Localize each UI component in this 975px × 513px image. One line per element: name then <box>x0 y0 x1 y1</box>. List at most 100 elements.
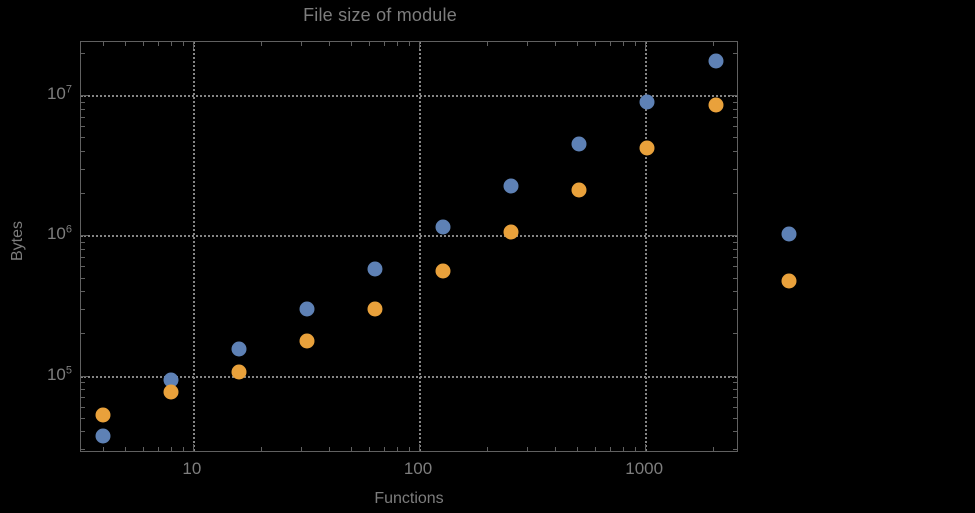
axis-tick-x <box>397 447 399 451</box>
axis-tick-x <box>368 42 370 46</box>
data-point <box>95 428 111 444</box>
axis-tick-x <box>170 42 172 46</box>
axis-tick-y <box>81 126 85 128</box>
legend-swatch <box>781 273 797 289</box>
axis-tick-x <box>142 42 144 46</box>
axis-tick-y <box>733 257 737 259</box>
data-point <box>163 372 179 388</box>
axis-tick-x <box>384 42 385 46</box>
axis-tick-x <box>419 42 421 49</box>
axis-tick-y <box>81 241 85 243</box>
data-point <box>639 140 655 156</box>
y-tick-label: 105 <box>46 363 72 384</box>
axis-tick-y <box>81 151 85 153</box>
data-point <box>571 136 587 152</box>
gridline-vertical <box>645 42 648 451</box>
axis-tick-y <box>733 241 737 243</box>
data-point <box>367 261 383 277</box>
axis-tick-x <box>577 447 579 451</box>
axis-tick-x <box>645 42 647 49</box>
axis-tick-x <box>408 447 410 451</box>
axis-tick-y <box>81 95 88 97</box>
axis-tick-x <box>182 42 184 46</box>
data-point <box>435 263 451 279</box>
axis-tick-y <box>81 277 85 279</box>
axis-tick-y <box>81 116 85 118</box>
axis-tick-y <box>733 266 737 268</box>
axis-tick-y <box>733 248 737 250</box>
axis-tick-y <box>81 137 85 139</box>
axis-tick-x <box>260 447 262 451</box>
data-point <box>708 97 724 113</box>
axis-tick-y <box>81 431 85 433</box>
plot-area <box>81 42 737 451</box>
data-point <box>231 341 247 357</box>
axis-tick-x <box>142 447 144 451</box>
gridline-vertical <box>419 42 422 451</box>
axis-tick-y <box>733 291 737 293</box>
y-tick-label: 107 <box>46 83 72 104</box>
axis-tick-x <box>102 42 104 46</box>
axis-tick-y <box>733 277 737 279</box>
axis-tick-x <box>192 42 194 49</box>
axis-tick-x <box>623 42 625 46</box>
axis-tick-y <box>733 381 737 383</box>
axis-tick-y <box>733 431 737 433</box>
axis-tick-y <box>81 417 85 419</box>
axis-tick-x <box>419 444 421 451</box>
y-axis-label: Bytes <box>9 221 26 262</box>
data-point <box>163 384 179 400</box>
axis-tick-x <box>555 447 557 451</box>
x-tick-label: 1000 <box>625 459 664 478</box>
axis-tick-y <box>733 53 737 55</box>
axis-tick-x <box>329 447 331 451</box>
axis-tick-x <box>487 42 489 46</box>
axis-tick-x <box>124 42 126 46</box>
axis-tick-x <box>594 42 596 46</box>
y-tick-label: 106 <box>46 223 72 244</box>
axis-tick-x <box>329 42 331 46</box>
x-tick-label: 100 <box>403 459 433 478</box>
data-point <box>231 364 247 380</box>
data-point <box>708 53 724 69</box>
axis-tick-x <box>157 42 159 46</box>
plot-frame <box>80 41 738 452</box>
axis-tick-x <box>555 42 557 46</box>
axis-tick-x <box>634 42 636 46</box>
legend-swatch <box>781 226 797 242</box>
axis-tick-x <box>102 447 104 451</box>
x-axis-label: Functions <box>374 490 444 507</box>
gridline-horizontal <box>81 375 737 378</box>
axis-tick-x <box>713 42 715 46</box>
axis-tick-x <box>610 42 612 46</box>
data-point <box>367 301 383 317</box>
axis-tick-x <box>634 447 636 451</box>
axis-tick-y <box>81 291 85 293</box>
axis-tick-y <box>81 448 85 450</box>
gridline-horizontal <box>81 235 737 238</box>
axis-tick-x <box>577 42 579 46</box>
data-point <box>299 301 315 317</box>
axis-tick-x <box>124 447 126 451</box>
axis-tick-y <box>81 333 85 335</box>
data-point <box>95 407 111 423</box>
axis-tick-x <box>610 447 612 451</box>
axis-tick-x <box>397 42 399 46</box>
axis-tick-y <box>733 193 737 195</box>
axis-tick-y <box>730 235 737 237</box>
axis-tick-y <box>81 308 85 310</box>
chart-title: File size of module <box>303 5 457 25</box>
axis-tick-y <box>733 137 737 139</box>
axis-tick-x <box>623 447 625 451</box>
axis-tick-x <box>645 444 647 451</box>
axis-tick-x <box>350 447 352 451</box>
axis-tick-y <box>733 168 737 170</box>
data-point <box>503 224 519 240</box>
axis-tick-x <box>260 42 262 46</box>
x-tick-label: 10 <box>182 459 202 478</box>
axis-tick-x <box>713 447 715 451</box>
axis-tick-x <box>350 42 352 46</box>
axis-tick-y <box>733 389 737 391</box>
data-point <box>571 182 587 198</box>
